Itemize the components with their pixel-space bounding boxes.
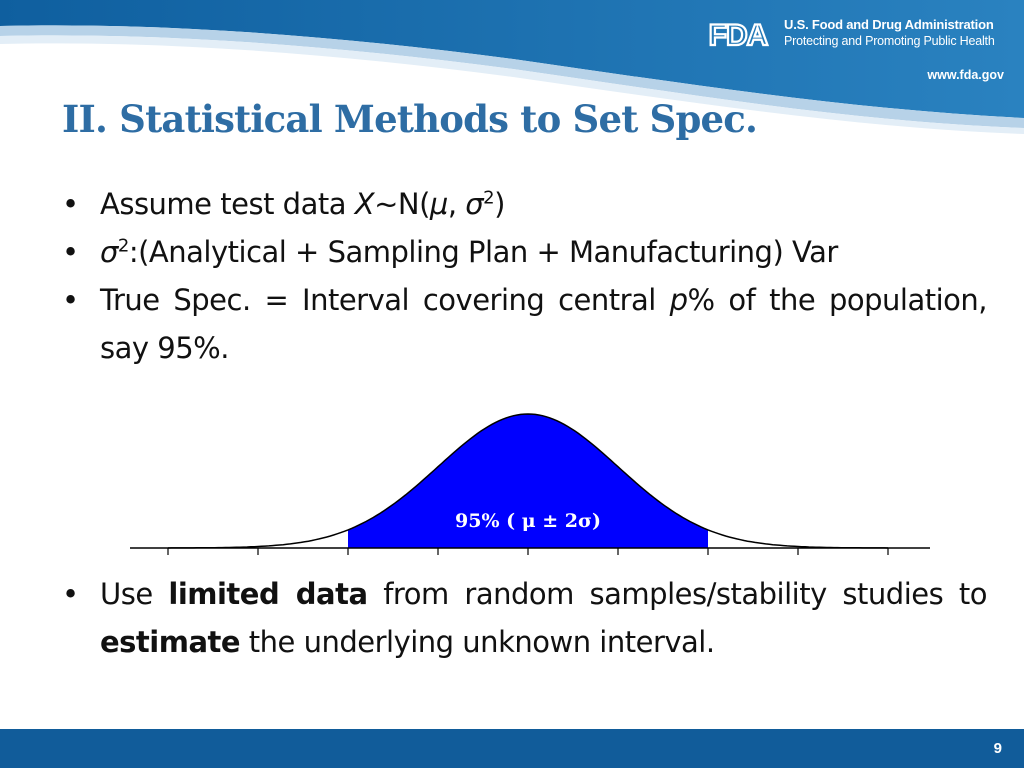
- coverage-label: 95% ( μ ± 2σ): [455, 510, 601, 532]
- bullet-dot: •: [62, 187, 79, 221]
- bullet-dot: •: [62, 235, 79, 269]
- bullet-assume-distribution: • Assume test data X∼N(μ, σ2): [62, 180, 987, 228]
- bullet-text: % of the population, say 95%.: [100, 283, 987, 365]
- bullet-text: the underlying unknown interval.: [248, 625, 715, 659]
- axis-ticks: [167, 548, 889, 555]
- bullet-limited-data: • Use limited data from random samples/s…: [62, 570, 987, 666]
- variable-p: p: [669, 283, 688, 317]
- bullet-text: ): [494, 187, 505, 221]
- variable-x: X: [354, 187, 375, 221]
- website-link[interactable]: www.fda.gov: [927, 68, 1004, 82]
- footer-bar: 9: [0, 729, 1024, 768]
- header-wave-graphic: [0, 0, 1024, 134]
- fda-logo-text: FDA: [709, 19, 768, 51]
- bullet-dot: •: [62, 283, 79, 317]
- variable-sigma: σ: [465, 187, 484, 221]
- emphasis-estimate: estimate: [100, 625, 241, 659]
- bullet-dot: •: [62, 577, 79, 611]
- bullet-text: Use: [100, 577, 153, 611]
- slide-title: II. Statistical Methods to Set Spec.: [62, 97, 758, 141]
- emphasis-limited-data: limited data: [168, 577, 368, 611]
- bullet-variance-components: • σ2:(Analytical + Sampling Plan + Manuf…: [62, 228, 987, 276]
- bullet-text: :(Analytical + Sampling Plan + Manufactu…: [128, 235, 838, 269]
- bullet-list-bottom: • Use limited data from random samples/s…: [62, 570, 987, 666]
- normal-curve-svg: 95% ( μ ± 2σ): [130, 413, 930, 555]
- superscript: 2: [117, 235, 129, 257]
- density-curve: [167, 413, 889, 549]
- superscript: 2: [483, 187, 495, 209]
- page-number: 9: [993, 740, 1002, 757]
- bullet-text: from random samples/stability studies to: [383, 577, 987, 611]
- bullet-true-spec: • True Spec. = Interval covering central…: [62, 276, 987, 372]
- bullet-text: Assume test data: [100, 187, 355, 221]
- bullet-list-top: • Assume test data X∼N(μ, σ2) • σ2:(Anal…: [62, 180, 987, 372]
- shaded-95-region: [348, 414, 708, 548]
- header-banner: FDA U.S. Food and Drug Administration Pr…: [0, 0, 1024, 140]
- agency-block: U.S. Food and Drug Administration Protec…: [784, 17, 995, 49]
- fda-logo: FDA: [700, 17, 776, 51]
- variable-mu: μ: [429, 187, 448, 221]
- bullet-text: ,: [447, 187, 466, 221]
- bullet-text: ∼N(: [374, 187, 430, 221]
- bullet-text: True Spec. = Interval covering central: [100, 283, 670, 317]
- variable-sigma: σ: [100, 235, 118, 269]
- agency-tagline: Protecting and Promoting Public Health: [784, 34, 995, 48]
- normal-curve-figure: 95% ( μ ± 2σ): [130, 400, 930, 560]
- agency-name: U.S. Food and Drug Administration: [784, 17, 994, 32]
